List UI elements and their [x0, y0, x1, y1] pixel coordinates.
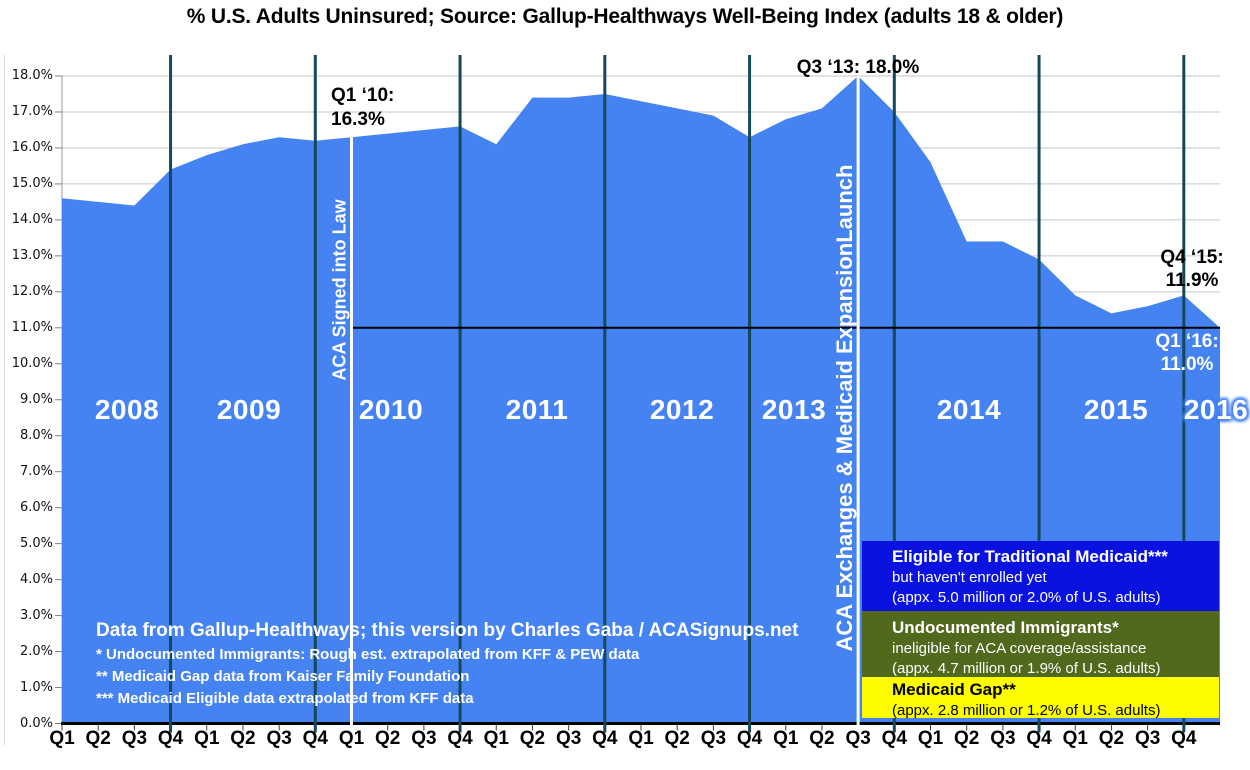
legend-line: but haven't enrolled yet	[892, 569, 1047, 586]
legend: Eligible for Traditional Medicaid*** but…	[862, 541, 1219, 719]
annotation-q1-2016: Q1 ‘16: 11.0%	[1142, 330, 1232, 376]
annotation-q1-2016-label: Q1 ‘16:	[1155, 331, 1219, 352]
legend-box-undocumented-immigrants: Undocumented Immigrants* ineligible for …	[862, 611, 1219, 677]
event-line-label-aca-signed: ACA Signed into Law	[329, 199, 350, 381]
legend-title: Medicaid Gap**	[892, 680, 1016, 699]
annotation-q1-2010-value: 16.3%	[331, 109, 385, 130]
annotation-q4-2015-label: Q4 ‘15:	[1160, 247, 1224, 268]
source-credit: Data from Gallup-Healthways; this versio…	[96, 620, 799, 641]
annotation-q3-2013-text: Q3 ‘13: 18.0%	[796, 57, 920, 78]
annotation-q1-2016-value: 11.0%	[1160, 354, 1214, 375]
annotation-q4-2015: Q4 ‘15: 11.9%	[1147, 246, 1237, 292]
legend-box-medicaid-gap: Medicaid Gap** (appx. 2.8 million or 1.2…	[862, 677, 1219, 719]
annotation-q1-2010: Q1 ‘10: 16.3%	[331, 84, 394, 132]
annotation-q1-2010-label: Q1 ‘10:	[331, 85, 395, 106]
legend-line: ineligible for ACA coverage/assistance	[892, 640, 1147, 657]
chart-title: % U.S. Adults Uninsured; Source: Gallup-…	[186, 5, 1064, 28]
legend-line: (appx. 4.7 million or 1.9% of U.S. adult…	[892, 660, 1161, 677]
event-line-label-aca-exchanges: ACA Exchanges & Medicaid ExpansionLaunch	[832, 164, 857, 652]
annotation-q3-2013: Q3 ‘13: 18.0%	[748, 57, 968, 79]
legend-box-medicaid-eligible: Eligible for Traditional Medicaid*** but…	[862, 541, 1219, 611]
annotation-q4-2015-value: 11.9%	[1165, 270, 1219, 291]
legend-title: Undocumented Immigrants*	[892, 618, 1119, 637]
legend-line: (appx. 5.0 million or 2.0% of U.S. adult…	[892, 589, 1161, 606]
source-credit-block: Data from Gallup-Healthways; this versio…	[96, 617, 798, 710]
footnote-3: *** Medicaid Eligible data extrapolated …	[96, 690, 474, 707]
footnote-2: ** Medicaid Gap data from Kaiser Family …	[96, 668, 470, 685]
footnote-1: * Undocumented Immigrants: Rough est. ex…	[96, 646, 640, 663]
legend-title: Eligible for Traditional Medicaid***	[892, 547, 1168, 566]
legend-line: (appx. 2.8 million or 1.2% of U.S. adult…	[892, 702, 1161, 719]
